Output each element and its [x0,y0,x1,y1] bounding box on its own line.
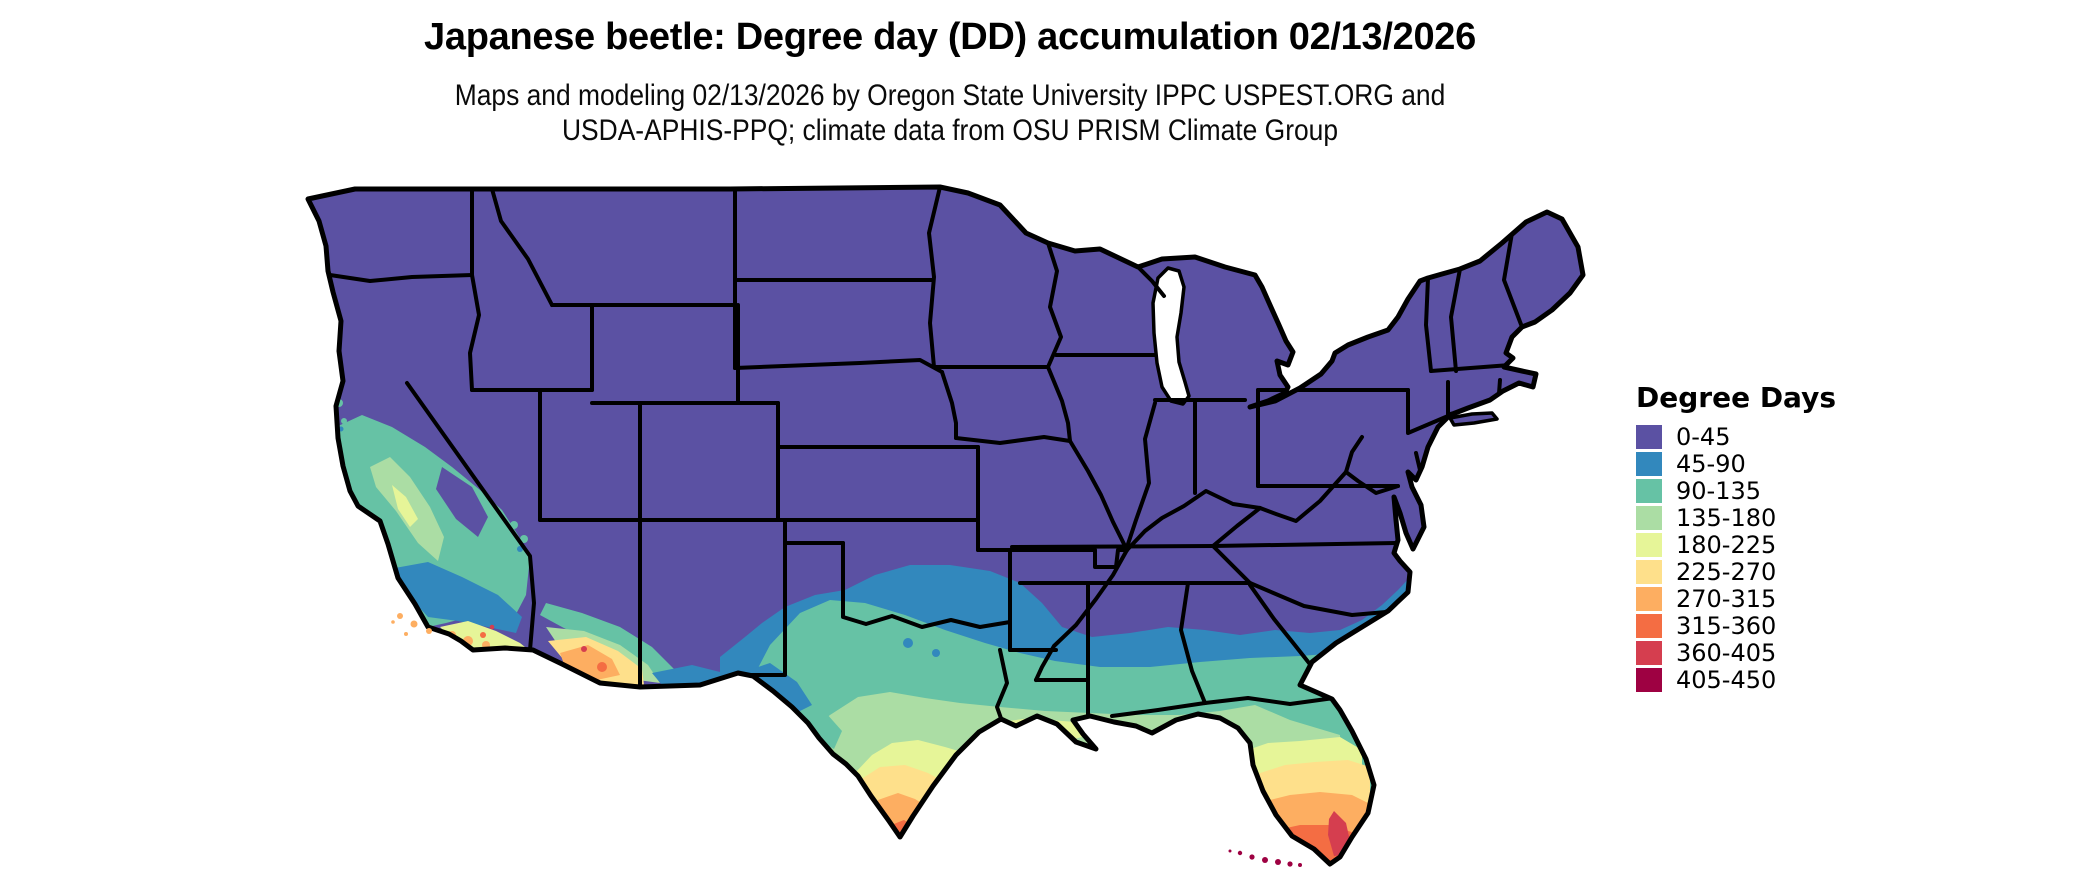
legend: Degree Days 0-45 45-90 90-135 135-180 180-22… [1636,381,1837,694]
legend-label: 45-90 [1676,449,1746,478]
ctx-blue-spot [903,638,913,648]
socal-dkorange-spot [480,632,486,638]
us-degree-day-map [300,175,1600,890]
legend-row: 405-450 [1636,665,1836,694]
legend-row: 135-180 [1636,503,1836,532]
channel-islands [391,613,432,636]
dd-band-270-315-tx [878,793,931,864]
legend-label: 180-225 [1676,530,1777,559]
legend-label: 360-405 [1676,638,1777,667]
legend-row: 270-315 [1636,584,1836,613]
legend-swatch [1636,667,1662,692]
nv-blue-spot [517,546,523,552]
nv-teal-spot [520,535,528,543]
legend-row: 180-225 [1636,530,1836,559]
az-red-spot [581,646,587,652]
az-dkorange-spot [597,662,607,672]
legend-row: 360-405 [1636,638,1836,667]
florida-keys [1228,849,1302,867]
legend-swatch [1636,613,1662,638]
legend-row: 225-270 [1636,557,1836,586]
legend-swatch [1636,640,1662,665]
legend-label: 135-180 [1676,503,1777,532]
legend-label: 0-45 [1676,422,1731,451]
us-outline [305,184,1586,867]
lake-michigan [1151,266,1191,406]
ca-sierra-purple [436,467,488,537]
map-svg [305,184,1586,867]
legend-row: 45-90 [1636,449,1836,478]
legend-swatch [1636,424,1662,449]
legend-title: Degree Days [1636,381,1837,414]
legend-label: 315-360 [1676,611,1777,640]
subtitle-line-2: USDA-APHIS-PPQ; climate data from OSU PR… [561,114,1339,147]
legend-swatch [1636,586,1662,611]
dd-band-315-360-tx [886,820,914,864]
long-island [1448,411,1499,427]
legend-row: 90-135 [1636,476,1836,505]
nv-teal-spot [510,521,518,529]
ca-blue-region [395,562,522,633]
page-subtitle: Maps and modeling 02/13/2026 by Oregon S… [378,78,1522,148]
legend-swatch [1636,478,1662,503]
legend-row: 0-45 [1636,422,1836,451]
legend-row: 315-360 [1636,611,1836,640]
socal-red-spot [489,624,495,630]
legend-label: 405-450 [1676,665,1777,694]
legend-label: 90-135 [1676,476,1762,505]
legend-label: 270-315 [1676,584,1777,613]
legend-label: 225-270 [1676,557,1777,586]
legend-swatch [1636,505,1662,530]
subtitle-line-1: Maps and modeling 02/13/2026 by Oregon S… [454,79,1446,112]
ca-valley-paleyellow [392,485,418,527]
legend-swatch [1636,559,1662,584]
state-borders [328,187,1524,726]
bigbend-teal-patch [805,713,842,749]
legend-swatch [1636,451,1662,476]
ctx-blue-spot [932,649,940,657]
legend-rows: 0-45 45-90 90-135 135-180 180-225 225-270 270-… [1636,422,1836,694]
page-title: Japanese beetle: Degree day (DD) accumul… [424,16,1476,58]
legend-swatch [1636,532,1662,557]
or-coast-teal-spot [341,418,347,424]
